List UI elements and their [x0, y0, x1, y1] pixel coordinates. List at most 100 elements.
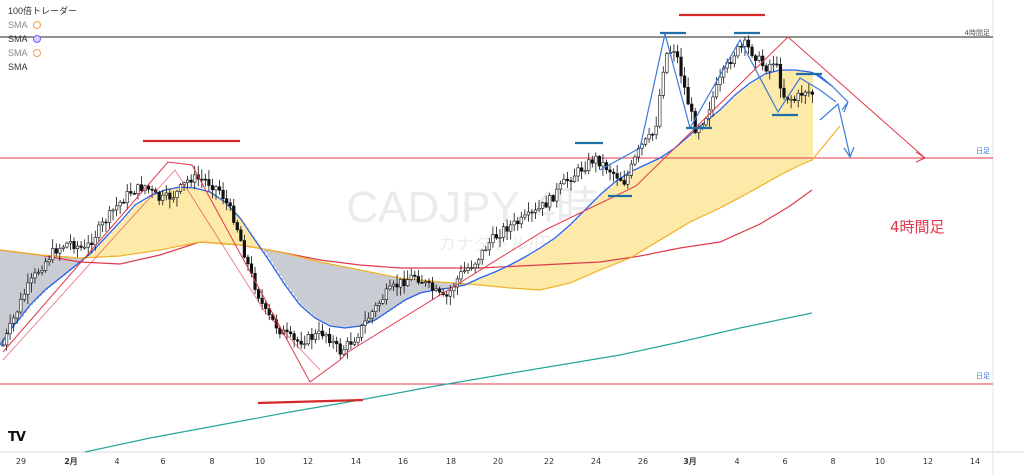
ma-cloud-segment [717, 112, 720, 210]
ma-cloud-segment [564, 230, 567, 285]
x-tick-label: 8 [209, 457, 214, 466]
x-tick-label: 4 [734, 457, 739, 466]
candle-body [619, 177, 623, 181]
ma-cloud-segment [462, 283, 465, 286]
ma-cloud-segment [78, 257, 81, 264]
candle-body [320, 330, 325, 337]
level-line-label: 日足 [976, 147, 990, 155]
candle-body [789, 98, 793, 101]
candle-body [65, 242, 69, 248]
ma-cloud-segment [123, 218, 126, 256]
candle-body [356, 336, 360, 343]
candle-body [782, 87, 786, 98]
ma-cloud-segment [756, 79, 759, 189]
candle-body [125, 191, 129, 203]
ma-cloud-segment [693, 132, 696, 221]
candle-body [367, 317, 371, 322]
candle-body [498, 237, 502, 239]
candle-body [36, 271, 41, 274]
candle-body [704, 118, 708, 126]
candle-body [491, 234, 495, 244]
candle-body [558, 183, 562, 190]
candle-body [22, 293, 26, 300]
candle-body [58, 248, 62, 254]
ma-cloud-segment [69, 257, 72, 271]
ma-cloud-segment [105, 238, 108, 257]
candle-body [19, 299, 23, 313]
ma-cloud-segment [765, 74, 768, 184]
candle-body [214, 186, 218, 191]
candle-body [306, 334, 310, 345]
eye-icon[interactable] [32, 21, 41, 29]
candle-body [324, 333, 328, 337]
candle-body [661, 71, 665, 96]
candle-body [310, 334, 314, 340]
ma-cloud-segment [72, 257, 75, 269]
candle-body [409, 274, 413, 280]
candle-body [487, 242, 491, 251]
ma-cloud-segment [771, 72, 774, 181]
ma-cloud-segment [342, 266, 345, 328]
ma-cloud-segment [357, 269, 360, 327]
ma-cloud-segment [624, 176, 627, 261]
candle-body [8, 323, 12, 335]
ma-cloud-segment [108, 234, 111, 257]
candle-body [622, 180, 626, 185]
candle-body [267, 308, 271, 315]
ma-cloud-segment [459, 283, 462, 287]
candle-body [509, 224, 513, 232]
candle-body [555, 188, 559, 202]
candle-body [718, 76, 722, 85]
ma-cloud-segment [429, 280, 432, 292]
eye-icon[interactable] [32, 35, 41, 43]
candle-body [260, 297, 264, 304]
candle-body [519, 216, 523, 225]
ma-cloud-segment [198, 188, 201, 243]
candle-body [207, 179, 211, 186]
ma-cloud-segment [621, 178, 624, 262]
candle-body [15, 311, 19, 319]
candle-body [122, 201, 126, 204]
ma-cloud-segment [132, 208, 135, 255]
x-tick-label: 3月 [683, 457, 697, 466]
candle-body [93, 237, 97, 246]
candle-body [246, 256, 250, 265]
candle-body [239, 229, 243, 241]
candle-body [501, 226, 506, 238]
ma-cloud-segment [168, 189, 171, 249]
ma-cloud-segment [480, 278, 483, 285]
candle-body [594, 155, 598, 164]
ma-cloud-segment [759, 77, 762, 187]
x-tick-label: 24 [591, 457, 601, 466]
x-tick-label: 14 [351, 457, 361, 466]
ma-cloud-segment [504, 267, 507, 288]
ma-cloud-segment [588, 207, 591, 276]
ma-cloud-segment [288, 254, 291, 289]
candle-body [658, 95, 662, 127]
x-tick-label: 22 [544, 457, 554, 466]
candle-body [572, 175, 577, 182]
projection-path-blue [819, 102, 851, 157]
candle-body [434, 288, 438, 291]
ma-cloud-segment [186, 187, 189, 245]
ma-cloud-segment [216, 196, 219, 244]
candle-body [682, 75, 687, 88]
candle-body [363, 320, 367, 326]
candle-body [679, 56, 683, 77]
candle-body [221, 189, 225, 200]
candle-body [377, 302, 381, 306]
ma-cloud-segment [690, 135, 693, 222]
ma-cloud-segment [411, 279, 414, 298]
candle-body [750, 46, 754, 57]
ma-cloud-segment [591, 204, 594, 274]
ma-cloud-segment [159, 192, 162, 251]
candle-body [402, 279, 406, 287]
eye-icon[interactable] [32, 49, 41, 57]
candle-body [249, 263, 254, 274]
ma-cloud-segment [633, 170, 636, 257]
ma-cloud-segment [351, 268, 354, 328]
ma-cloud-segment [18, 252, 21, 321]
ma-cloud-segment [174, 188, 177, 248]
candle-body [193, 174, 197, 183]
